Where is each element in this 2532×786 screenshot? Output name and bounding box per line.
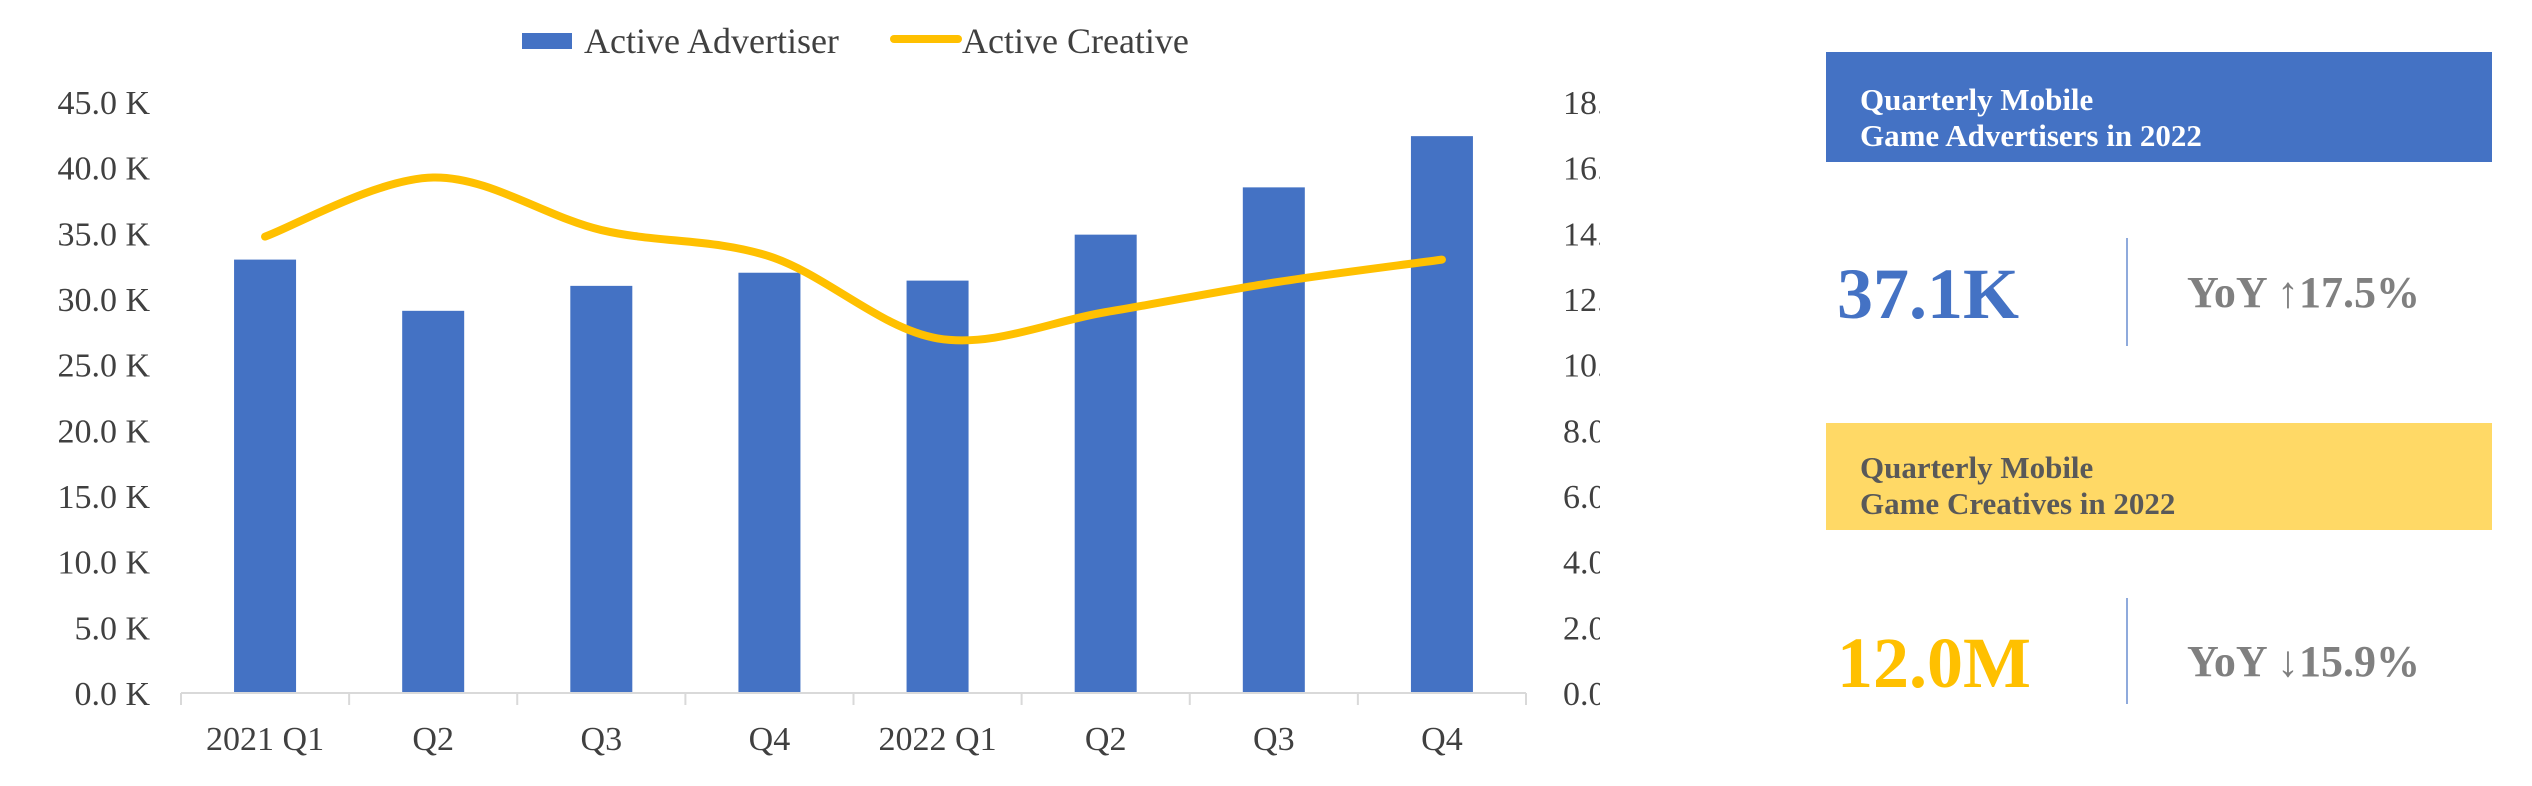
- bar: [1074, 234, 1137, 693]
- bar: [1242, 187, 1305, 693]
- line-point: [937, 337, 939, 339]
- y-left-tick-label: 15.0 K: [57, 479, 150, 516]
- advertisers-value: 37.1K: [1837, 254, 2020, 334]
- bar: [570, 285, 633, 693]
- y-left-tick-label: 30.0 K: [57, 282, 150, 319]
- y-left-tick-label: 25.0 K: [57, 348, 150, 385]
- bar: [906, 280, 969, 693]
- line-point: [768, 255, 770, 257]
- advertisers-card-title: Quarterly Mobile Game Advertisers in 202…: [1826, 52, 2492, 162]
- bar: [234, 259, 297, 693]
- y-left-tick-label: 10.0 K: [57, 545, 150, 582]
- chart-legend: Active Advertiser Active Creative: [522, 21, 1189, 61]
- y-right-tick-label: 14.0M: [1563, 216, 1600, 253]
- x-tick-label: Q2: [412, 721, 454, 758]
- line-path-creative: [261, 173, 1446, 345]
- y-left-tick-label: 20.0 K: [57, 413, 150, 450]
- x-tick-label: Q4: [1421, 721, 1463, 758]
- line-point: [1105, 311, 1107, 313]
- line-point: [600, 229, 602, 231]
- advertisers-divider: [2126, 238, 2128, 346]
- combo-chart: Active Advertiser Active Creative 0.0 K 5…: [57, 21, 1600, 758]
- legend-label-advertiser: Active Advertiser: [584, 21, 839, 61]
- y-right-tick-label: 10.0M: [1563, 348, 1600, 385]
- x-tick-label: Q4: [749, 721, 791, 758]
- x-tick-label: Q3: [581, 721, 623, 758]
- line-point: [432, 177, 434, 179]
- y-right-tick-label: 4.0M: [1563, 545, 1600, 582]
- creatives-card-title: Quarterly Mobile Game Creatives in 2022: [1826, 423, 2492, 530]
- bar: [738, 272, 801, 693]
- x-tick-label: Q3: [1253, 721, 1295, 758]
- bar-series: [234, 136, 1473, 693]
- y-right-tick-label: 6.0M: [1563, 479, 1600, 516]
- line-point: [1441, 259, 1443, 261]
- y-right-tick-label: 12.0M: [1563, 282, 1600, 319]
- line-point: [264, 236, 266, 238]
- x-tick-label: Q2: [1085, 721, 1127, 758]
- creatives-title-line1: Quarterly Mobile: [1860, 450, 2094, 485]
- y-left-tick-label: 0.0 K: [74, 676, 150, 713]
- y-left-tick-label: 35.0 K: [57, 216, 150, 253]
- y-axis-right: 0.0M 2.0M 4.0M 6.0M 8.0M 10.0M 12.0M 14.0M 16.0M…: [1563, 85, 1600, 713]
- bar: [402, 310, 465, 693]
- creatives-value: 12.0M: [1837, 623, 2031, 703]
- y-right-tick-label: 18.0M: [1563, 85, 1600, 122]
- creatives-yoy: YoY ↓15.9%: [2187, 637, 2421, 686]
- legend-swatch-advertiser: [522, 33, 572, 49]
- y-right-tick-label: 8.0M: [1563, 413, 1600, 450]
- x-tick-label: 2022 Q1: [879, 721, 997, 758]
- y-left-tick-label: 40.0 K: [57, 151, 150, 188]
- y-right-tick-label: 0.0M: [1563, 676, 1600, 713]
- y-left-tick-label: 5.0 K: [74, 610, 150, 647]
- creatives-title-line2: Game Creatives in 2022: [1860, 486, 2176, 521]
- y-right-tick-label: 2.0M: [1563, 610, 1600, 647]
- bar: [1410, 136, 1473, 693]
- advertisers-title-line2: Game Advertisers in 2022: [1860, 118, 2202, 153]
- advertisers-title-line1: Quarterly Mobile: [1860, 82, 2094, 117]
- advertisers-yoy: YoY ↑17.5%: [2187, 268, 2421, 317]
- legend-label-creative: Active Creative: [962, 21, 1189, 61]
- creatives-divider: [2126, 598, 2128, 704]
- line-series: [261, 173, 1446, 345]
- x-axis: 2021 Q1 Q2 Q3 Q4 2022 Q1 Q2 Q3 Q4: [180, 692, 1527, 758]
- y-right-tick-label: 16.0M: [1563, 151, 1600, 188]
- y-axis-left: 0.0 K 5.0 K 10.0 K 15.0 K 20.0 K 25.0 K 30.0 K…: [57, 85, 150, 713]
- y-left-tick-label: 45.0 K: [57, 85, 150, 122]
- x-tick-label: 2021 Q1: [206, 721, 324, 758]
- line-point: [1273, 282, 1275, 284]
